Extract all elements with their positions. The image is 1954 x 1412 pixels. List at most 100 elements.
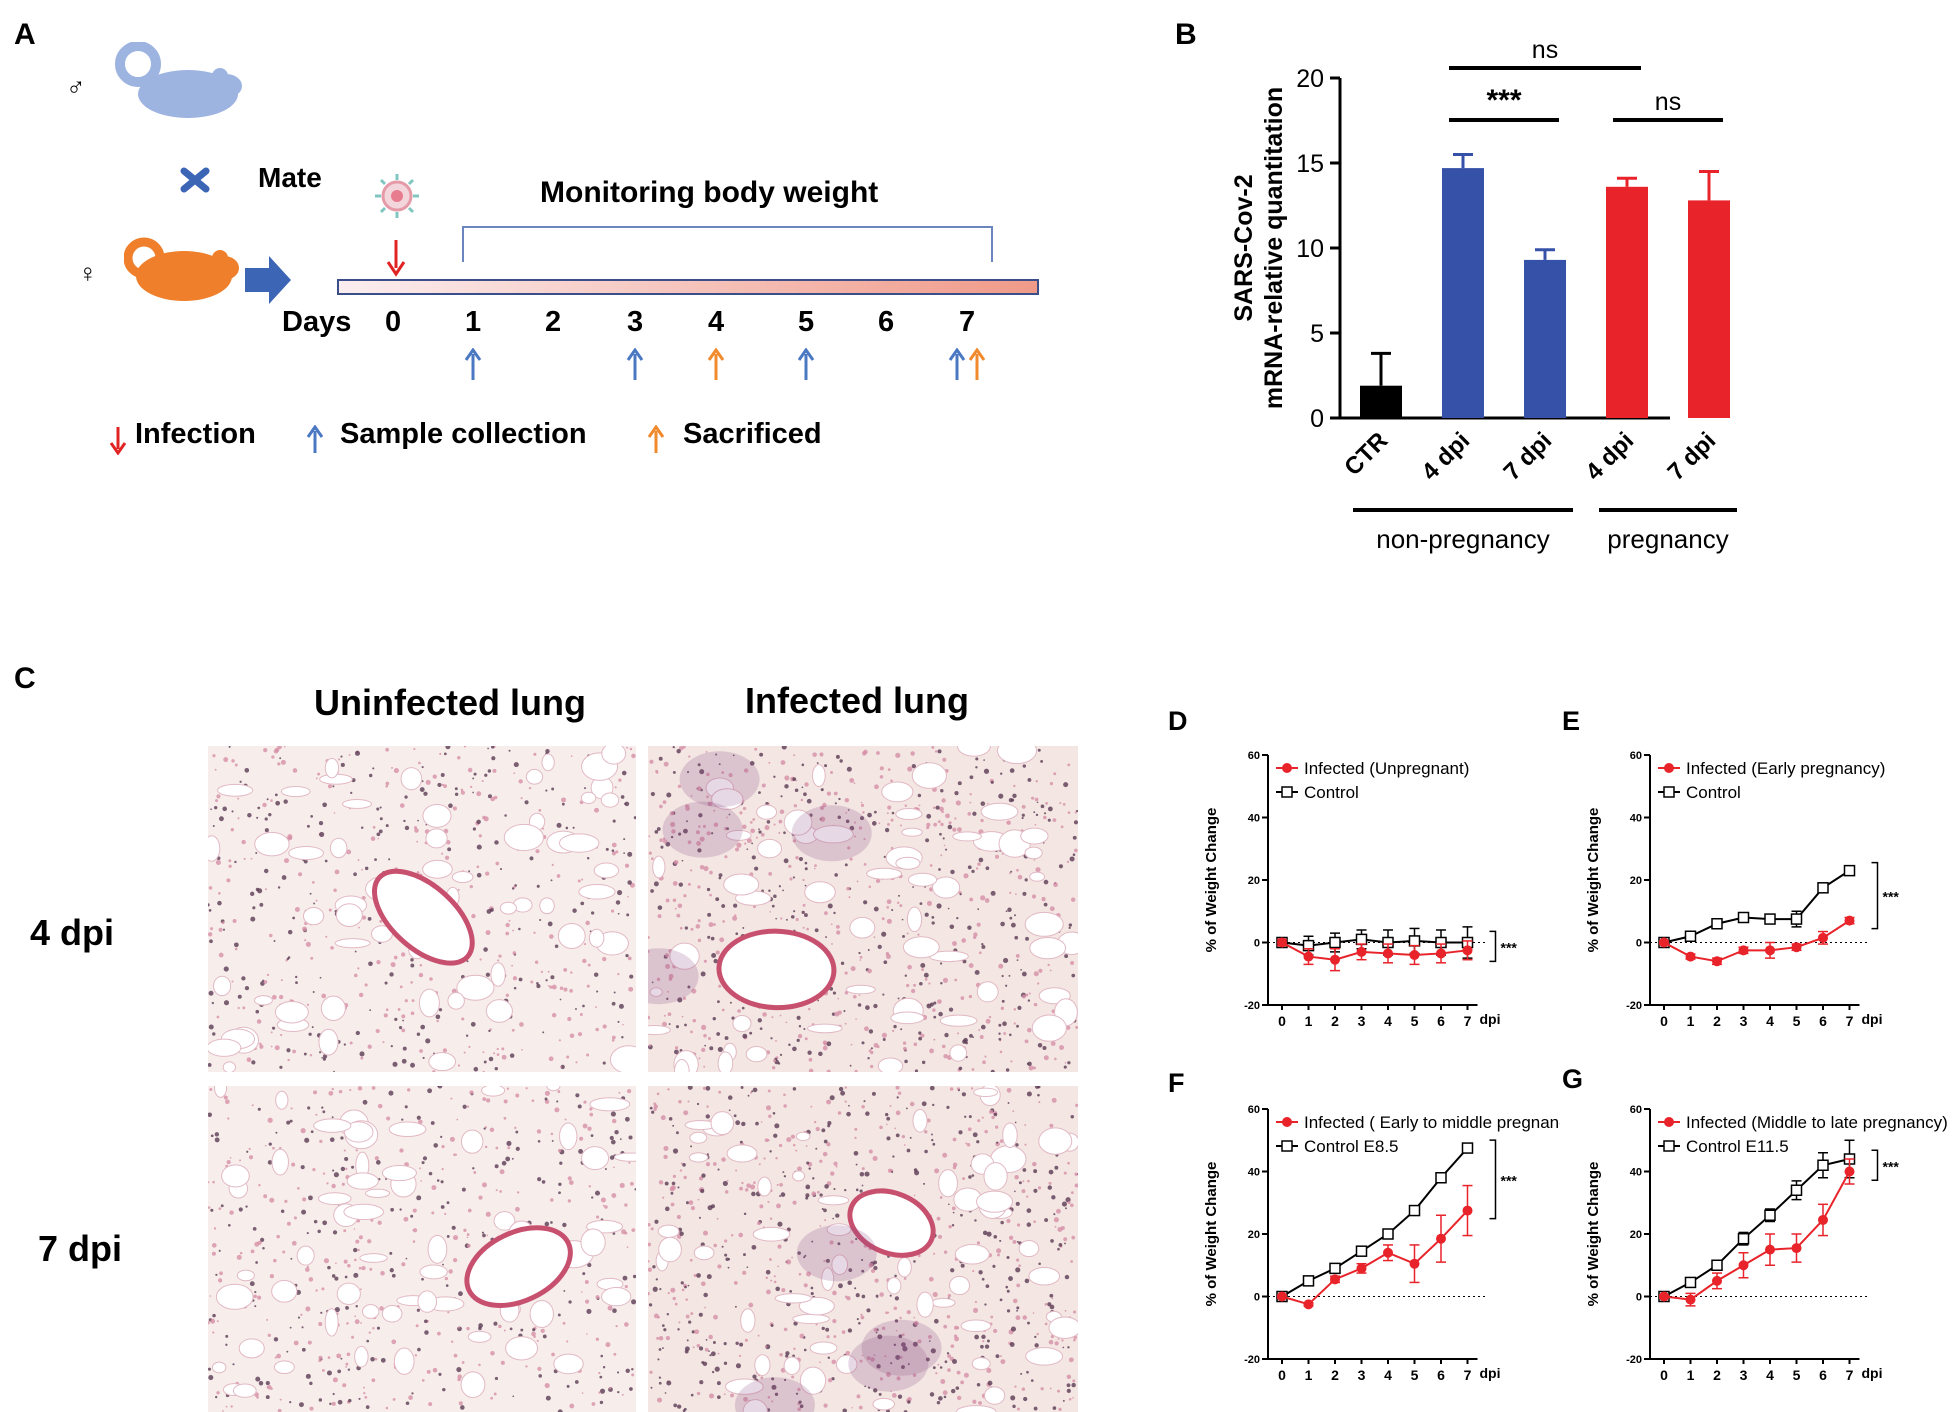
cell-nucleus xyxy=(300,1128,306,1134)
cell-nucleus xyxy=(652,1265,656,1269)
cell-nucleus xyxy=(800,798,804,802)
cell-nucleus xyxy=(836,930,841,935)
cell-nucleus xyxy=(783,1378,787,1382)
cell-nucleus xyxy=(984,1129,988,1134)
cell-nucleus xyxy=(410,1214,414,1218)
cell-nucleus xyxy=(1027,1061,1032,1067)
cell-nucleus xyxy=(949,924,955,930)
cell-nucleus xyxy=(868,885,872,888)
cell-nucleus xyxy=(561,797,567,803)
cell-nucleus xyxy=(675,1131,679,1135)
cell-nucleus xyxy=(977,862,981,866)
cell-nucleus xyxy=(980,1024,986,1030)
cell-nucleus xyxy=(981,1334,986,1340)
cell-nucleus xyxy=(421,1161,425,1165)
cell-nucleus xyxy=(702,1361,708,1367)
cell-nucleus xyxy=(415,1324,419,1328)
cell-nucleus xyxy=(705,750,708,753)
cell-nucleus xyxy=(692,1018,697,1023)
cell-nucleus xyxy=(559,998,562,1001)
cell-nucleus xyxy=(377,1220,382,1225)
cell-nucleus xyxy=(775,1040,777,1042)
cell-nucleus xyxy=(611,849,615,852)
cell-nucleus xyxy=(875,878,881,884)
cell-nucleus xyxy=(470,1021,476,1027)
cell-nucleus xyxy=(292,768,298,773)
cell-nucleus xyxy=(943,1250,948,1254)
cell-nucleus xyxy=(421,1277,424,1281)
cell-nucleus xyxy=(309,1406,314,1411)
cell-nucleus xyxy=(1037,1043,1043,1048)
cell-nucleus xyxy=(252,906,256,910)
cell-nucleus xyxy=(607,1305,613,1311)
x-tick-label: 1 xyxy=(1687,1367,1695,1383)
x-tick-label: 5 xyxy=(1793,1367,1801,1383)
cell-nucleus xyxy=(868,1262,874,1268)
cell-nucleus xyxy=(404,999,408,1003)
cell-nucleus xyxy=(547,921,553,927)
cell-nucleus xyxy=(344,1156,349,1162)
cell-nucleus xyxy=(719,937,725,943)
cell-nucleus xyxy=(884,1355,887,1358)
alveolus xyxy=(1029,871,1046,882)
x-tick-label: 1 xyxy=(1305,1013,1313,1029)
cell-nucleus xyxy=(907,766,913,772)
cell-nucleus xyxy=(1058,864,1064,869)
cell-nucleus xyxy=(954,978,958,982)
cell-nucleus xyxy=(397,1007,401,1011)
cell-nucleus xyxy=(1012,1298,1018,1304)
cell-nucleus xyxy=(978,1029,981,1031)
cell-nucleus xyxy=(1073,1338,1076,1342)
cell-nucleus xyxy=(209,1088,213,1091)
cell-nucleus xyxy=(853,782,856,785)
cell-nucleus xyxy=(617,912,620,915)
y-tick-label: 60 xyxy=(1248,750,1260,762)
alveolus xyxy=(541,753,555,772)
cell-nucleus xyxy=(560,1066,562,1068)
cell-nucleus xyxy=(687,840,692,845)
cell-nucleus xyxy=(494,1376,499,1381)
cell-nucleus xyxy=(213,805,218,810)
cell-nucleus xyxy=(624,863,630,868)
alveolus xyxy=(901,827,923,837)
x-tick-label: 2 xyxy=(1713,1013,1721,1029)
cell-nucleus xyxy=(810,1292,814,1296)
cell-nucleus xyxy=(783,1175,787,1178)
cell-nucleus xyxy=(611,842,617,848)
cell-nucleus xyxy=(374,858,377,862)
cell-nucleus xyxy=(712,923,716,926)
cell-nucleus xyxy=(1030,1379,1034,1382)
alveolus xyxy=(428,1052,457,1072)
cell-nucleus xyxy=(823,1259,826,1263)
cell-nucleus xyxy=(405,1401,410,1406)
cell-nucleus xyxy=(789,877,793,881)
alveolus xyxy=(907,872,938,887)
cell-nucleus xyxy=(886,906,890,909)
cell-nucleus xyxy=(491,756,496,761)
cell-nucleus xyxy=(213,1227,217,1230)
cell-nucleus xyxy=(700,971,706,977)
cell-nucleus xyxy=(901,1365,905,1369)
cell-nucleus xyxy=(962,1177,966,1181)
alveolus xyxy=(952,831,982,842)
cell-nucleus xyxy=(950,1268,955,1273)
cell-nucleus xyxy=(496,1047,499,1051)
cell-nucleus xyxy=(850,1043,853,1046)
inflammation-patch xyxy=(848,1335,929,1392)
cell-nucleus xyxy=(723,1361,728,1365)
cell-nucleus xyxy=(795,917,799,922)
x-axis-label: dpi xyxy=(1862,1011,1883,1027)
alveolus xyxy=(271,1148,289,1176)
cell-nucleus xyxy=(1015,1267,1021,1273)
cell-nucleus xyxy=(895,1329,898,1332)
arrow-head xyxy=(948,348,966,361)
cell-nucleus xyxy=(629,1181,634,1186)
cell-nucleus xyxy=(328,1090,334,1096)
data-point xyxy=(1790,1184,1803,1196)
cell-nucleus xyxy=(751,1191,756,1197)
cell-nucleus xyxy=(616,1371,620,1374)
cell-nucleus xyxy=(730,1393,735,1398)
cell-nucleus xyxy=(706,887,711,892)
cell-nucleus xyxy=(627,895,629,898)
cell-nucleus xyxy=(861,1269,865,1273)
